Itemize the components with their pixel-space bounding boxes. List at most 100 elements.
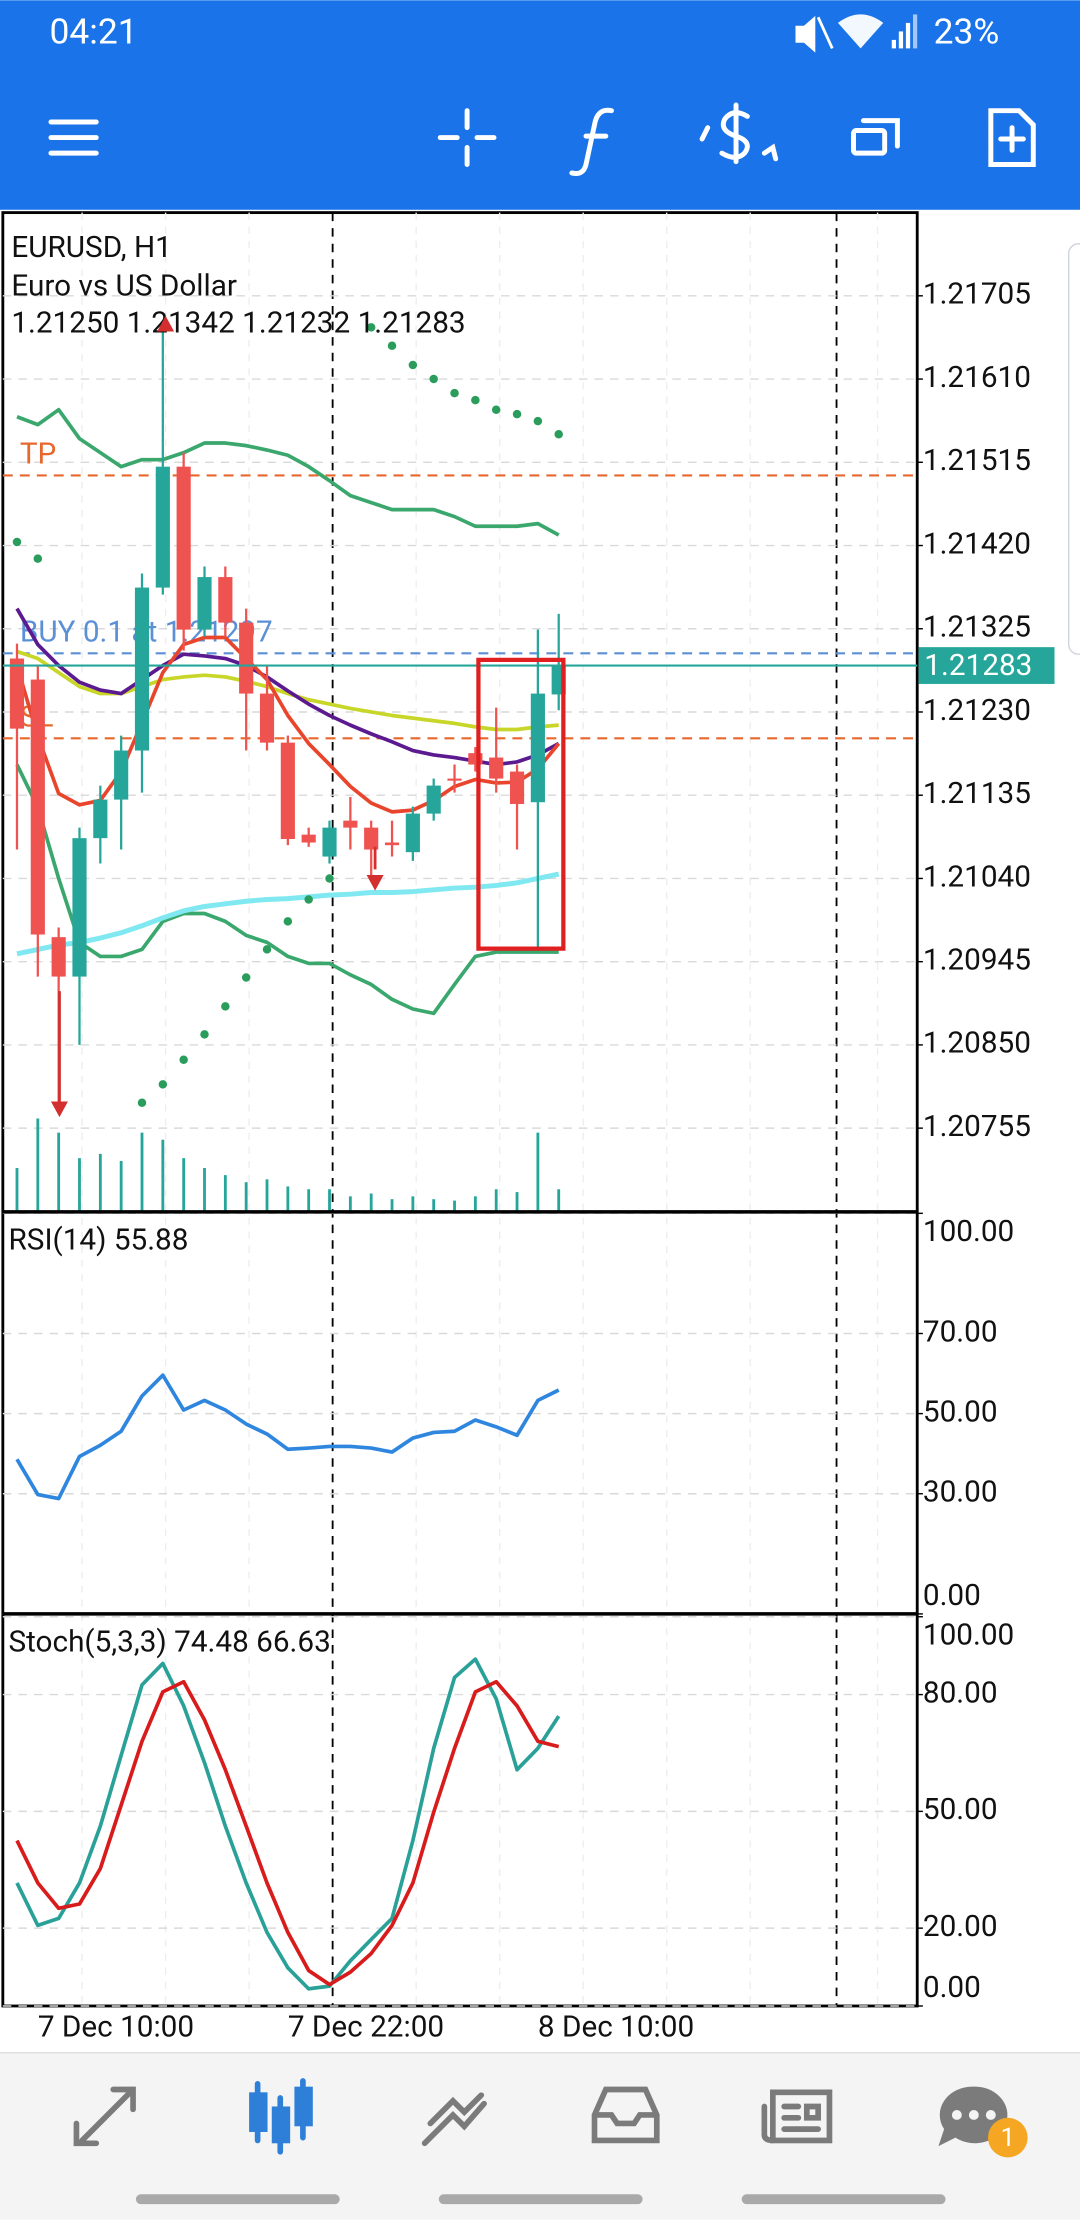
y-tick-label: 1.21230 xyxy=(923,693,1031,728)
volume-bar xyxy=(348,1196,352,1211)
sar-dot xyxy=(179,1055,188,1065)
gesture-bar xyxy=(135,2194,946,2205)
candle-body xyxy=(155,466,170,588)
candle-body xyxy=(51,937,66,977)
x-tick-label: 7 Dec 10:00 xyxy=(38,2009,194,2044)
candle-body xyxy=(489,757,504,779)
candle-body xyxy=(426,785,441,814)
candle-body xyxy=(301,834,316,843)
side-handle[interactable] xyxy=(1067,243,1080,655)
candle-body xyxy=(30,679,45,935)
y-tick-label: 1.21610 xyxy=(923,360,1031,395)
candle-body xyxy=(197,577,212,630)
period-separators xyxy=(331,212,838,2006)
y-tick-label: 1.21515 xyxy=(923,443,1031,478)
trade-arrows xyxy=(50,315,384,1118)
indicator-line xyxy=(15,1679,560,1987)
y-tick-label: 1.21705 xyxy=(923,277,1031,312)
candle-body xyxy=(114,750,129,800)
badge-text: 1 xyxy=(1001,2123,1015,2153)
y-tick-label: 70.00 xyxy=(923,1314,998,1349)
candle-body xyxy=(405,813,420,853)
status-icons xyxy=(795,14,918,53)
sar-dot xyxy=(304,895,313,904)
volume-bar xyxy=(557,1189,561,1211)
indicators-button[interactable] xyxy=(569,107,614,176)
bid-label: 1.21283 xyxy=(924,648,1032,683)
sar-dot xyxy=(387,341,397,351)
y-tick-label: 1.21325 xyxy=(923,610,1031,645)
new-order-button[interactable] xyxy=(988,108,1036,167)
x-tick-label: 8 Dec 10:00 xyxy=(538,2009,694,2044)
volume-bar xyxy=(265,1179,269,1211)
highlight-box xyxy=(476,657,566,951)
trade-button[interactable] xyxy=(699,102,779,165)
nav-icons xyxy=(73,2078,833,2155)
sar-dot xyxy=(33,554,43,563)
volume-bar xyxy=(390,1199,394,1211)
x-tick-label: 7 Dec 22:00 xyxy=(288,2009,444,2044)
sar-dot xyxy=(262,945,272,954)
app-bar xyxy=(0,0,1080,210)
sar-dot xyxy=(283,917,293,926)
sar-dot xyxy=(533,416,543,426)
y-tick-label: 100.00 xyxy=(923,1617,1014,1652)
sar-dot xyxy=(429,374,438,384)
chat-tab[interactable]: 1 xyxy=(938,2086,1028,2158)
volume-bar xyxy=(453,1200,456,1211)
chart-title: EURUSD, H1 xyxy=(11,230,172,265)
candle-body xyxy=(322,827,337,857)
indicator-line xyxy=(16,871,560,957)
y-tick-label: 0.00 xyxy=(923,1970,981,2005)
candle-body xyxy=(9,658,25,729)
y-tick-label: 30.00 xyxy=(923,1475,998,1510)
y-tick-label: 1.20850 xyxy=(923,1026,1031,1061)
sar-dot xyxy=(512,409,522,419)
y-tick-label: 0.00 xyxy=(923,1578,981,1613)
history-tab[interactable] xyxy=(591,2086,660,2144)
chart-subtitle: Euro vs US Dollar xyxy=(11,268,237,303)
menu-button[interactable] xyxy=(48,119,99,156)
sar-dot xyxy=(491,405,501,414)
volume-bar xyxy=(494,1189,498,1211)
windows-button[interactable] xyxy=(851,118,900,156)
sar-dot xyxy=(137,1098,147,1107)
badge xyxy=(987,2117,1028,2158)
y-tick-label: 1.20945 xyxy=(923,943,1031,978)
volume-bar xyxy=(140,1132,144,1211)
y-tick-label: 100.00 xyxy=(923,1214,1014,1249)
y-tick-label: 20.00 xyxy=(923,1909,998,1944)
sar-dot xyxy=(366,323,376,332)
candle-body xyxy=(218,577,233,623)
volume-bar xyxy=(515,1192,519,1211)
sar-dot xyxy=(408,360,418,370)
volume-bar xyxy=(432,1199,436,1211)
candle-body xyxy=(468,753,483,765)
volume-bar xyxy=(78,1158,81,1211)
quotes-tab[interactable] xyxy=(73,2086,136,2147)
candle-body xyxy=(72,838,87,977)
sar-dot xyxy=(325,874,334,883)
bottom-nav xyxy=(0,2052,1080,2220)
y-tick-label: 1.20755 xyxy=(923,1109,1031,1144)
volume-bar xyxy=(203,1168,206,1211)
y-tick-label: 50.00 xyxy=(923,1792,998,1827)
candle-body xyxy=(509,771,525,804)
level-label: TP xyxy=(20,436,56,471)
candle-body xyxy=(176,466,191,630)
candle-body xyxy=(259,693,275,743)
volume-bar xyxy=(57,1132,61,1211)
sar-dot xyxy=(471,395,480,405)
sar-dot xyxy=(12,537,22,547)
crosshair-button[interactable] xyxy=(437,108,497,167)
volume-bar xyxy=(369,1193,373,1211)
volume-bar xyxy=(473,1196,477,1211)
trade-tab[interactable] xyxy=(421,2092,487,2147)
chart-tab[interactable] xyxy=(249,2078,313,2155)
ohlc-text: 1.21250 1.21342 1.21232 1.21283 xyxy=(11,305,465,340)
candle-body xyxy=(93,799,108,839)
news-tab[interactable] xyxy=(761,2089,833,2144)
indicator-line xyxy=(15,1373,560,1501)
